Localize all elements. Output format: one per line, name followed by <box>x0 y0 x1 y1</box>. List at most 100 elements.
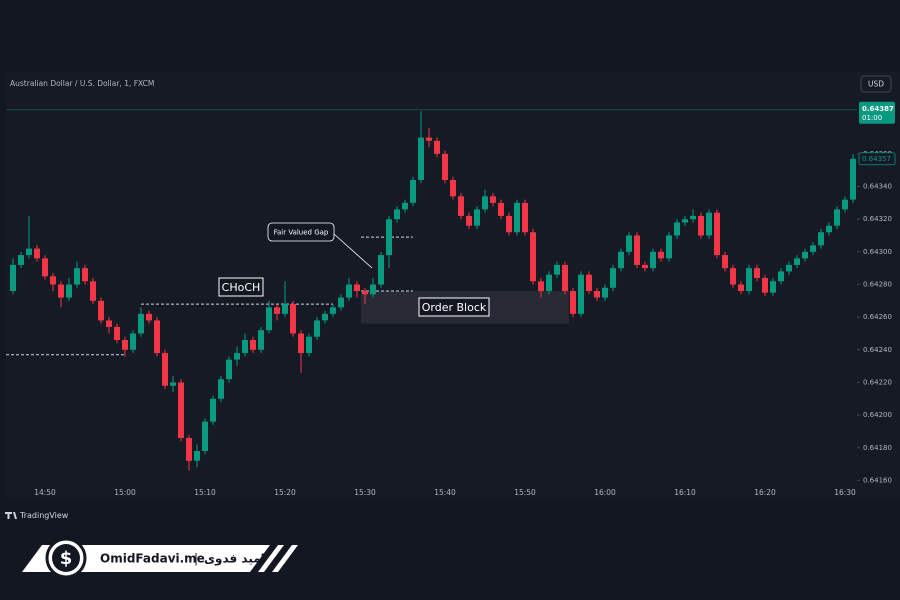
candle-body <box>58 284 64 298</box>
candle-body <box>810 245 816 252</box>
candle-body <box>642 264 648 269</box>
y-tick-label: 0.64340 <box>863 183 892 191</box>
current-price-label: 0.64357 <box>862 155 891 163</box>
candle-body <box>386 219 392 256</box>
candle-body <box>802 251 808 259</box>
candle-body <box>474 209 480 226</box>
candle-body <box>138 313 144 334</box>
x-tick-label: 16:10 <box>674 488 696 497</box>
candle-body <box>130 333 136 350</box>
candle-body <box>618 251 624 269</box>
candle-body <box>658 251 664 259</box>
candle-body <box>466 215 472 226</box>
currency: USD <box>868 80 884 89</box>
candle-body <box>698 215 704 236</box>
x-tick-label: 15:50 <box>514 488 536 497</box>
candle-body <box>146 313 152 321</box>
candle-body <box>106 320 112 327</box>
footer-separator: | <box>194 552 198 566</box>
candle-body <box>370 284 376 295</box>
candle-body <box>82 268 88 282</box>
candle-body <box>722 255 728 269</box>
candle-body <box>266 307 272 331</box>
candle-body <box>210 398 216 422</box>
candle-body <box>850 158 856 200</box>
candle-body <box>434 140 440 154</box>
chart-pane <box>6 72 857 500</box>
candle-body <box>570 291 576 314</box>
candle-body <box>530 232 536 282</box>
candle-body <box>114 326 120 340</box>
footer-site: OmidFadavi.me <box>100 552 205 566</box>
candle-body <box>442 153 448 180</box>
candle-body <box>746 268 752 292</box>
candle-body <box>794 258 800 265</box>
x-tick-label: 14:50 <box>34 488 56 497</box>
candle-body <box>738 284 744 292</box>
fvg-pointer <box>333 233 373 269</box>
candle-body <box>274 307 280 314</box>
candle-body <box>450 180 456 197</box>
plot: 0.64160 0.64180 0.64200 0.64220 0.64240 0.642… <box>6 101 896 497</box>
countdown-label: 01:00 <box>862 114 882 122</box>
candle-body <box>378 255 384 285</box>
candle-body <box>426 137 432 141</box>
candle-body <box>490 196 496 203</box>
x-tick-label: 15:00 <box>114 488 136 497</box>
candle-body <box>42 258 48 277</box>
candle-body <box>586 274 592 292</box>
candle-body <box>66 284 72 298</box>
candle-body <box>546 274 552 292</box>
candle-body <box>842 199 848 210</box>
candle-body <box>682 219 688 223</box>
candle-body <box>98 300 104 321</box>
candle-body <box>554 264 560 275</box>
chart-title: Australian Dollar / U.S. Dollar, 1, FXCM <box>10 79 154 88</box>
y-tick-label: 0.64320 <box>863 215 892 223</box>
candle-body <box>186 437 192 461</box>
candle-body <box>826 225 832 233</box>
fvg-label: Fair Valued Gap <box>274 229 329 237</box>
candle-body <box>410 180 416 203</box>
candle-body <box>626 235 632 252</box>
brand-bar <box>0 505 900 525</box>
candle-body <box>330 307 336 314</box>
candle-body <box>602 287 608 298</box>
choch-label: CHoCH <box>222 281 261 294</box>
x-tick-label: 16:00 <box>594 488 616 497</box>
y-tick-label: 0.64200 <box>863 411 892 419</box>
candle-body <box>514 202 520 233</box>
candle-body <box>762 277 768 293</box>
candle-body <box>594 291 600 298</box>
brand-logo <box>5 512 17 519</box>
y-tick-label: 0.64180 <box>863 444 892 452</box>
candle-body <box>418 137 424 180</box>
candle-body <box>298 333 304 354</box>
candle-body <box>242 340 248 354</box>
x-tick-label: 15:10 <box>194 488 216 497</box>
candle-body <box>18 255 24 265</box>
candle-body <box>818 232 824 246</box>
candle-body <box>754 268 760 278</box>
currency-box <box>860 75 892 93</box>
candle-body <box>402 202 408 210</box>
order-block-label-box <box>418 297 490 317</box>
footer-name: امید فدوی <box>204 552 265 567</box>
candle-body <box>770 281 776 293</box>
candle-body <box>154 320 160 354</box>
candle-body <box>202 421 208 452</box>
x-tick-label: 15:20 <box>274 488 296 497</box>
candle-body <box>498 202 504 216</box>
fvg-label-box <box>267 222 335 242</box>
candle-body <box>714 212 720 256</box>
candle-body <box>522 202 528 233</box>
candle-body <box>10 264 16 292</box>
candle-body <box>282 304 288 314</box>
candle-body <box>778 271 784 282</box>
candle-body <box>482 196 488 210</box>
candle-body <box>354 284 360 292</box>
candle-body <box>162 353 168 386</box>
candle-body <box>322 313 328 321</box>
